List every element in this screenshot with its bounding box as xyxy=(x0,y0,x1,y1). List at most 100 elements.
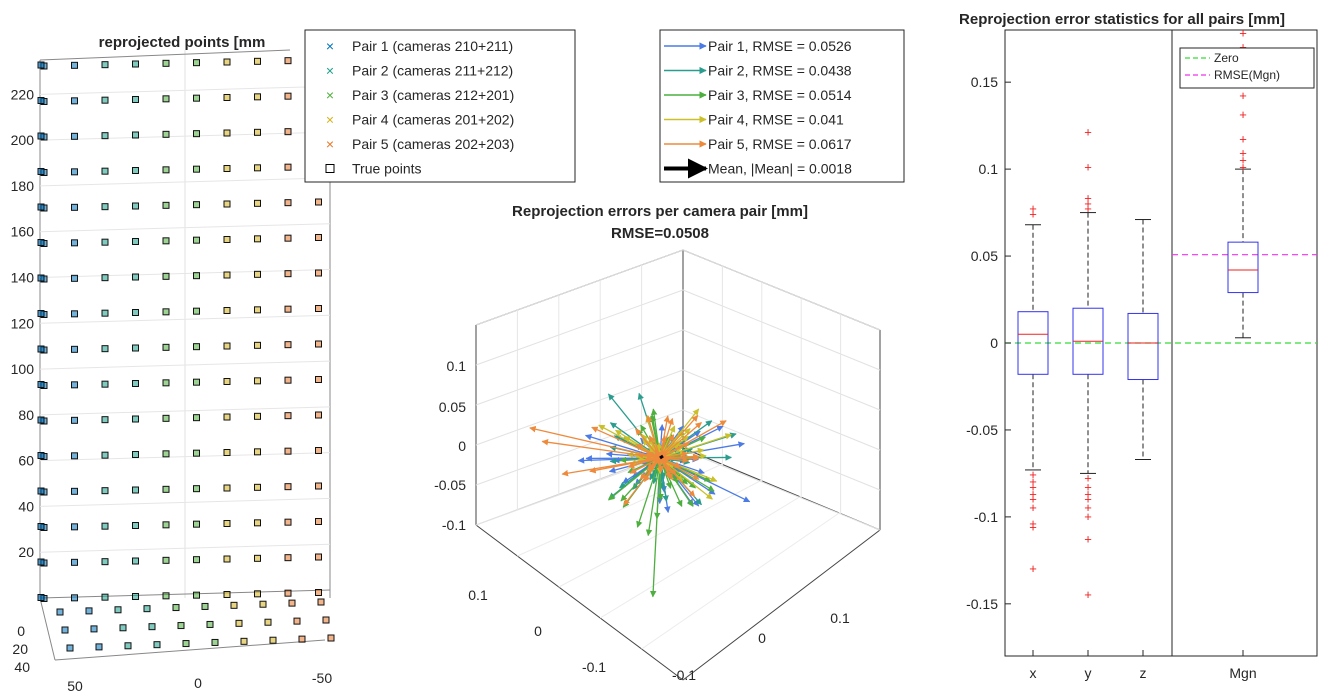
panel3-y-tick: -0.1 xyxy=(974,509,998,525)
panel1-true-point xyxy=(72,62,78,68)
panel1-true-point xyxy=(255,342,261,348)
panel1-true-point xyxy=(38,133,44,139)
panel1-true-point xyxy=(133,274,139,280)
panel1-x-tick: 50 xyxy=(67,678,83,692)
panel1-true-point xyxy=(178,623,184,629)
panel1-true-point xyxy=(102,346,108,352)
panel1-true-point xyxy=(316,199,322,205)
panel1-true-point xyxy=(38,453,44,459)
panel1-true-point xyxy=(316,270,322,276)
panel3-x-tick: x xyxy=(1030,665,1037,681)
panel3-y-tick: 0 xyxy=(990,335,998,351)
panel1-true-point xyxy=(194,166,200,172)
panel1-true-point xyxy=(133,381,139,387)
panel1-true-point xyxy=(194,131,200,137)
panel2-subtitle: RMSE=0.0508 xyxy=(611,225,709,242)
panel1-true-point xyxy=(102,204,108,210)
panel1-true-point xyxy=(316,483,322,489)
panel1-true-point xyxy=(224,485,230,491)
panel1-true-point xyxy=(224,166,230,172)
panel2-legend-label: Pair 3, RMSE = 0.0514 xyxy=(708,87,852,103)
panel1-true-point xyxy=(183,641,189,647)
panel1-true-point xyxy=(102,310,108,316)
panel1-true-point xyxy=(323,617,329,623)
panel1-true-point xyxy=(133,594,139,600)
panel1-true-point xyxy=(125,643,131,649)
panel2-legend-label: Mean, |Mean| = 0.0018 xyxy=(708,161,852,177)
panel1-legend-marker: × xyxy=(326,136,334,152)
panel1-true-point xyxy=(38,382,44,388)
panel3-outlier: + xyxy=(1239,159,1247,174)
panel1-true-point xyxy=(133,416,139,422)
panel1-true-point xyxy=(102,133,108,139)
panel1-true-point xyxy=(163,273,169,279)
panel1-true-point xyxy=(38,62,44,68)
panel1-true-point xyxy=(224,450,230,456)
panel1-true-point xyxy=(163,593,169,599)
panel1-true-point xyxy=(255,236,261,242)
panel1-true-point xyxy=(163,238,169,244)
panel2-title: Reprojection errors per camera pair [mm] xyxy=(512,203,808,220)
panel1-true-point xyxy=(38,524,44,530)
panel1-true-point xyxy=(255,58,261,64)
panel1-legend-label: Pair 3 (cameras 212+201) xyxy=(352,87,514,103)
panel1-true-point xyxy=(285,519,291,525)
panel3-x-tick: z xyxy=(1140,665,1147,681)
panel1-true-point xyxy=(72,559,78,565)
panel1-legend-marker: × xyxy=(326,63,334,79)
panel1-true-point xyxy=(316,554,322,560)
panel1-true-point xyxy=(133,132,139,138)
panel1-true-point xyxy=(265,619,271,625)
panel1-true-point xyxy=(289,600,295,606)
panel2-grid-line xyxy=(683,330,880,410)
panel1-true-point xyxy=(255,449,261,455)
panel2-z-tick: 0 xyxy=(458,438,466,454)
panel1-legend-label: Pair 1 (cameras 210+211) xyxy=(352,38,513,54)
panel1-true-point xyxy=(194,308,200,314)
panel1-title: reprojected points [mm xyxy=(99,34,266,51)
panel3-legend-label: RMSE(Mgn) xyxy=(1214,68,1280,82)
panel3-outlier: + xyxy=(1084,587,1092,602)
panel1-z-tick: 80 xyxy=(18,407,34,423)
panel1-true-point xyxy=(255,484,261,490)
panel1-true-point xyxy=(163,522,169,528)
panel1-true-point xyxy=(62,627,68,633)
panel2-y-tick: 0.1 xyxy=(830,610,850,626)
panel3-title: Reprojection error statistics for all pa… xyxy=(959,11,1285,28)
panel1-true-point xyxy=(86,608,92,614)
panel1-true-point xyxy=(270,637,276,643)
panel1-true-point xyxy=(285,484,291,490)
panel1-true-point xyxy=(91,626,97,632)
panel1-true-point xyxy=(163,96,169,102)
panel1-true-point xyxy=(38,488,44,494)
panel3-outlier: + xyxy=(1084,159,1092,174)
panel1-true-point xyxy=(224,59,230,65)
panel1-true-point xyxy=(224,95,230,101)
panel2-x-tick: 0.1 xyxy=(468,587,488,603)
panel1-legend-marker: × xyxy=(326,112,334,128)
panel2-grid-line xyxy=(600,496,801,618)
panel1-true-point xyxy=(194,344,200,350)
panel1-true-point xyxy=(316,412,322,418)
panel1-true-point xyxy=(231,602,237,608)
panel1-true-point xyxy=(133,558,139,564)
panel1-true-point xyxy=(38,98,44,104)
panel1-true-point xyxy=(173,605,179,611)
panel2-legend-label: Pair 5, RMSE = 0.0617 xyxy=(708,136,852,152)
panel1-true-point xyxy=(316,341,322,347)
panel2-axis-line xyxy=(476,525,683,680)
panel1-true-point xyxy=(163,167,169,173)
panel1-grid xyxy=(40,50,330,660)
panel1-true-point xyxy=(255,200,261,206)
panel2-grid-line xyxy=(683,370,880,450)
error-statistics-panel: Reprojection error statistics for all pa… xyxy=(959,11,1317,681)
panel1-true-point xyxy=(102,97,108,103)
panel1-z-tick: 20 xyxy=(18,544,34,560)
panel1-true-point xyxy=(285,413,291,419)
panel1-z-tick: 180 xyxy=(11,178,35,194)
panel1-legend-label: Pair 2 (cameras 211+212) xyxy=(352,63,513,79)
panel1-true-point xyxy=(72,488,78,494)
panel1-true-point xyxy=(133,310,139,316)
panel2-legend-label: Pair 1, RMSE = 0.0526 xyxy=(708,38,852,54)
